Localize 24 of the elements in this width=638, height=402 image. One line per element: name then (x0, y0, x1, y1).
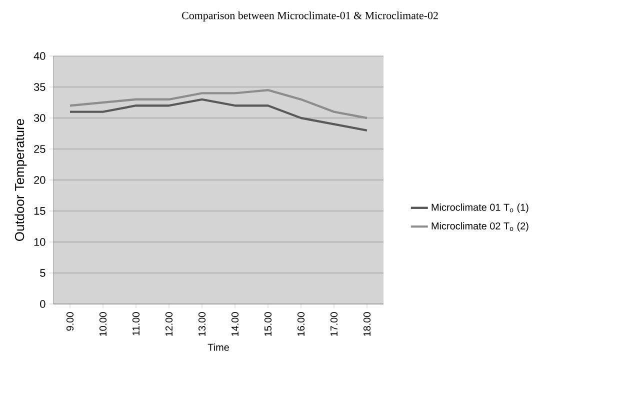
y-tick-label: 0 (40, 300, 46, 308)
x-tick-label: 9.00 (66, 312, 74, 331)
x-tick-label: 16.00 (297, 312, 305, 336)
y-tick-label: 30 (34, 114, 46, 122)
legend-label: Microclimate 02 T$_{o}$ (2) (432, 222, 528, 232)
x-axis-title: Time (208, 344, 229, 351)
y-tick-label: 5 (40, 269, 46, 277)
x-tick-label: 18.00 (363, 312, 371, 336)
x-tick-label: 12.00 (165, 312, 173, 336)
x-tick-label: 15.00 (264, 312, 272, 336)
chart-title: Comparison between Microclimate-01 & Microclimate-02 (182, 12, 438, 22)
x-tick-label: 14.00 (231, 312, 239, 336)
x-tick-label: 17.00 (330, 312, 338, 336)
y-tick-label: 10 (34, 238, 46, 246)
y-axis-title: Outdoor Temperature (14, 119, 27, 241)
y-tick-label: 25 (34, 145, 46, 153)
y-tick-label: 40 (34, 52, 46, 60)
x-tick-label: 11.00 (132, 312, 140, 336)
y-tick-label: 20 (34, 176, 46, 184)
y-tick-label: 35 (34, 83, 46, 91)
x-tick-label: 10.00 (99, 312, 107, 336)
legend-label: Microclimate 01 T$_{o}$ (1) (432, 204, 528, 213)
y-tick-label: 15 (34, 207, 46, 215)
x-tick-label: 13.00 (198, 312, 206, 336)
